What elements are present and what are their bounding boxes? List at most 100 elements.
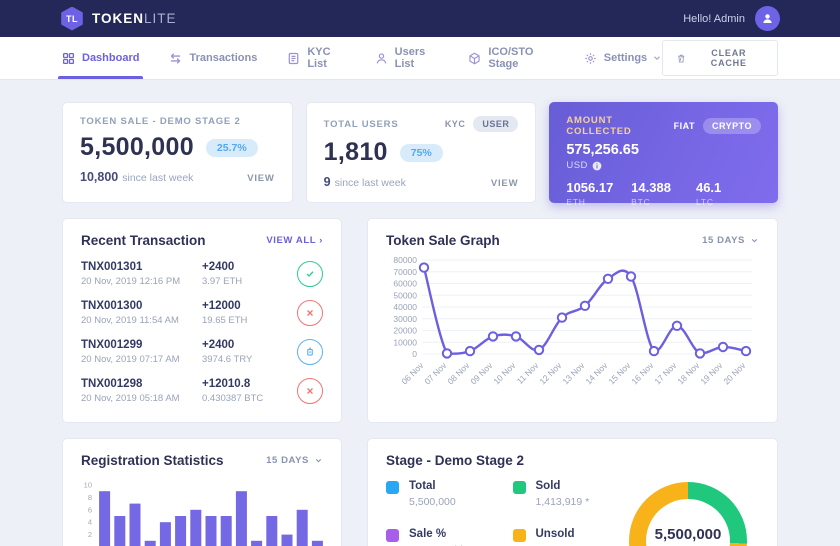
nav-item-ico-sto-stage[interactable]: ICO/STO Stage <box>468 37 553 79</box>
svg-text:4: 4 <box>88 518 92 527</box>
coin-value: 46.1 <box>695 180 722 195</box>
coin-ltc: 46.1 LTC <box>696 180 761 207</box>
chevron-down-icon <box>652 53 662 63</box>
recent-transactions-title: Recent Transaction <box>81 233 206 248</box>
users-kyc-toggle: KYC USER <box>445 116 519 132</box>
canceled-status-icon[interactable] <box>297 377 323 404</box>
stage-donut-chart: 5,500,000 TLE <box>629 482 747 546</box>
token-sale-view-link[interactable]: VIEW <box>247 173 275 184</box>
person-icon <box>763 14 772 23</box>
toggle-fiat[interactable]: FIAT <box>673 121 695 131</box>
nav-item-transactions[interactable]: Transactions <box>169 37 257 79</box>
pending-status-icon[interactable] <box>297 338 323 365</box>
topbar: TL TOKENLITE Hello! Admin <box>0 0 840 37</box>
chevron-down-icon <box>751 238 758 243</box>
total-users-delta: 9 since last week <box>323 175 406 189</box>
chevron-down-icon <box>315 458 322 463</box>
canceled-status-icon[interactable] <box>297 299 323 326</box>
kyc-list-icon <box>287 52 300 65</box>
nav-item-label: Transactions <box>189 52 258 64</box>
svg-text:14 Nov: 14 Nov <box>583 360 610 387</box>
legend-label: Unsold <box>535 528 575 540</box>
svg-text:20 Nov: 20 Nov <box>721 360 748 387</box>
svg-text:07 Nov: 07 Nov <box>422 360 449 387</box>
svg-text:15 Nov: 15 Nov <box>606 360 633 387</box>
transaction-date: 20 Nov, 2019 07:17 AM <box>81 353 180 365</box>
toggle-crypto[interactable]: CRYPTO <box>703 118 762 134</box>
registration-statistics-panel: Registration Statistics 15 DAYS 2 4 6 8 10 <box>62 438 342 546</box>
transaction-date: 20 Nov, 2019 05:18 AM <box>81 392 180 404</box>
user-avatar[interactable] <box>755 6 780 31</box>
svg-text:10: 10 <box>84 481 92 490</box>
trash-icon <box>678 54 685 63</box>
legend-swatch <box>386 529 399 542</box>
registration-bar-chart: 2 4 6 8 10 <box>81 472 323 546</box>
brand-name: TOKENLITE <box>92 11 177 26</box>
svg-text:09 Nov: 09 Nov <box>468 360 495 387</box>
svg-text:60000: 60000 <box>393 279 417 289</box>
legend-swatch <box>512 481 526 494</box>
token-sale-graph-title: Token Sale Graph <box>386 233 500 248</box>
bars-range-dropdown[interactable]: 15 DAYS <box>266 455 323 466</box>
total-users-value: 1,810 <box>323 138 388 166</box>
nav-item-kyc-list[interactable]: KYC List <box>287 37 344 79</box>
recent-transactions-panel: Recent Transaction VIEW ALL › TNX001301 … <box>62 218 342 423</box>
transaction-id: TNX001301 <box>81 260 143 273</box>
svg-text:16 Nov: 16 Nov <box>629 360 656 387</box>
graph-range-dropdown[interactable]: 15 DAYS <box>702 235 759 246</box>
nav-item-users-list[interactable]: Users List <box>375 37 439 79</box>
toggle-kyc[interactable]: KYC <box>444 119 466 129</box>
token-sale-card: TOKEN SALE - DEMO STAGE 2 5,500,000 25.7… <box>62 102 293 203</box>
brand-logo-icon: TL <box>61 6 83 31</box>
amount-collected-title: AMOUNT COLLECTED <box>566 115 632 137</box>
view-all-link[interactable]: VIEW ALL › <box>266 235 323 246</box>
svg-text:06 Nov: 06 Nov <box>399 360 426 387</box>
transaction-row[interactable]: TNX001298 20 Nov, 2019 05:18 AM +12010.8… <box>81 371 323 410</box>
legend-label: Sale % <box>409 528 447 540</box>
total-users-card-title: TOTAL USERS <box>323 118 399 130</box>
amount-collected-value: 575,256.65 <box>566 142 639 158</box>
brand-logo[interactable]: TL TOKENLITE <box>60 6 177 31</box>
approved-status-icon[interactable] <box>297 260 323 287</box>
transaction-row[interactable]: TNX001299 20 Nov, 2019 07:17 AM +2400 39… <box>81 332 323 371</box>
token-sale-card-title: TOKEN SALE - DEMO STAGE 2 <box>80 116 241 127</box>
coin-unit: BTC <box>631 197 651 207</box>
svg-text:10000: 10000 <box>393 337 417 347</box>
legend-item-sale: Sale % 25.7% Sold <box>386 528 503 546</box>
transaction-date: 20 Nov, 2019 11:54 AM <box>81 314 179 326</box>
coin-eth: 1056.17 ETH <box>566 180 631 207</box>
nav-item-dashboard[interactable]: Dashboard <box>57 37 144 79</box>
legend-item-sold: Sold 1,413,919 * <box>512 480 630 508</box>
transaction-row[interactable]: TNX001301 20 Nov, 2019 12:16 PM +2400 3.… <box>81 254 323 293</box>
transaction-amount: +12000 <box>202 299 241 312</box>
amount-collected-card: AMOUNT COLLECTED FIAT CRYPTO 575,256.65 … <box>549 102 779 207</box>
amount-collected-currency: USD <box>566 160 761 171</box>
transaction-row[interactable]: TNX001300 20 Nov, 2019 11:54 AM +12000 1… <box>81 293 323 332</box>
nav-item-label: Settings <box>603 52 648 64</box>
svg-text:11 Nov: 11 Nov <box>515 360 541 386</box>
svg-text:50000: 50000 <box>393 290 417 300</box>
transaction-date: 20 Nov, 2019 12:16 PM <box>81 275 181 287</box>
svg-text:17 Nov: 17 Nov <box>652 360 679 387</box>
token-sale-graph-panel: Token Sale Graph 15 DAYS 0 10000 20000 3000… <box>367 218 778 423</box>
total-users-view-link[interactable]: VIEW <box>490 178 519 189</box>
transfer-icon <box>169 52 182 65</box>
nav-item-settings[interactable]: Settings <box>584 37 662 79</box>
svg-text:2: 2 <box>88 530 92 539</box>
main-nav: Dashboard Transactions KYC List Users List I… <box>0 37 840 80</box>
total-users-card: TOTAL USERS KYC USER 1,810 75% 9 since la… <box>305 102 537 203</box>
svg-text:13 Nov: 13 Nov <box>560 360 587 387</box>
clear-cache-button[interactable]: CLEAR CACHE <box>662 40 778 76</box>
donut-center-value: 5,500,000 <box>654 526 722 543</box>
info-icon[interactable] <box>592 161 602 171</box>
stage-panel: Stage - Demo Stage 2 Total 5,500,000 Sold 1… <box>367 438 778 546</box>
toggle-user[interactable]: USER <box>473 116 519 132</box>
transaction-amount: +2400 <box>202 338 235 351</box>
grid-icon <box>62 52 75 65</box>
legend-label: Total <box>409 480 436 492</box>
token-sale-line-chart: 0 10000 20000 30000 40000 50000 60000 70000 8000… <box>386 252 759 410</box>
legend-swatch <box>386 481 399 494</box>
coin-value: 1056.17 <box>566 180 614 195</box>
svg-text:18 Nov: 18 Nov <box>675 360 702 387</box>
